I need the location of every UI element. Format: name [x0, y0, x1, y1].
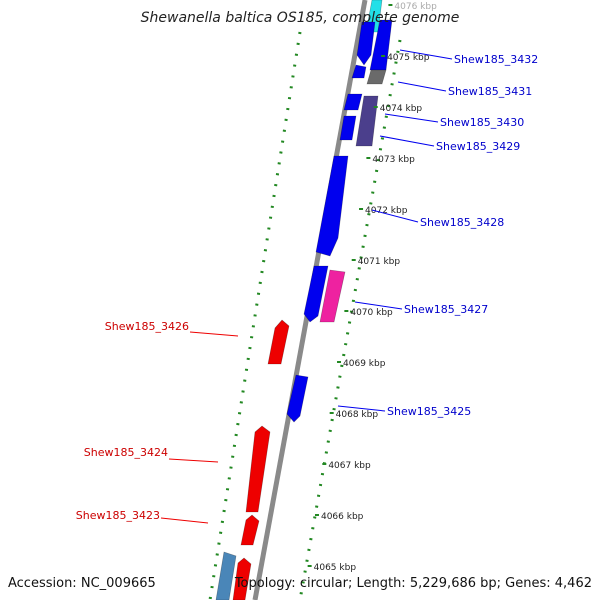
gene-arrow-gray [366, 69, 387, 85]
kbp-tick-label: 4068 kbp [336, 410, 379, 420]
leader-line [379, 135, 435, 147]
kbp-tick-label: 4069 kbp [343, 359, 386, 369]
gene-label-text: Shew185_3425 [387, 405, 471, 418]
gene-label-text: Shew185_3432 [454, 53, 538, 66]
accession-footer: Accession: NC_009665 [8, 576, 156, 591]
leader-line [397, 81, 447, 92]
gene-arrow-3431 [343, 93, 363, 111]
genes [215, 0, 393, 600]
accession-label: Accession: [8, 576, 77, 591]
leader-line [399, 49, 453, 60]
leader-line [160, 517, 209, 524]
kbp-tick: 4074 kbp [373, 104, 423, 114]
gene-label-text: Shew185_3423 [76, 509, 160, 522]
kbp-ticks: 4076 kbp 4075 kbp 4074 kbp 4073 kbp 4072 kbp… [307, 2, 437, 573]
kbp-tick-label: 4074 kbp [380, 104, 423, 114]
reverse-gene-label: Shew185_3426 [105, 320, 239, 337]
gene-arrow-red-bottom [232, 557, 252, 600]
gene-arrow-3428 [315, 155, 349, 257]
gene-arrow-steelblue [215, 551, 237, 600]
kbp-tick: 4070 kbp [344, 308, 393, 318]
gene-arrow-3430 [355, 95, 379, 147]
kbp-tick: 4067 kbp [322, 461, 371, 471]
forward-gene-label: Shew185_3425 [337, 405, 471, 418]
gene-arrow-3423 [240, 514, 260, 546]
kbp-tick-label: 4073 kbp [372, 155, 415, 165]
forward-gene-label: Shew185_3428 [371, 209, 504, 229]
forward-gene-label: Shew185_3430 [384, 113, 524, 129]
outer-dotted-line [298, 39, 402, 600]
gene-label-text: Shew185_3424 [84, 446, 168, 459]
kbp-tick: 4072 kbp [359, 206, 408, 216]
length-label: Length: [356, 576, 406, 591]
length-value: 5,229,686 bp [409, 576, 497, 591]
kbp-tick-label: 4070 kbp [350, 308, 393, 318]
gene-label-text: Shew185_3428 [420, 216, 504, 229]
gene-arrow-3425 [286, 374, 309, 423]
gene-label-text: Shew185_3427 [404, 303, 488, 316]
inner-dotted-line [208, 31, 302, 600]
kbp-tick-label: 4071 kbp [358, 257, 401, 267]
genes-value: 4,462 [554, 576, 592, 591]
kbp-tick-label: 4067 kbp [328, 461, 371, 471]
kbp-tick: 4069 kbp [337, 359, 386, 369]
gene-label-text: Shew185_3429 [436, 140, 520, 153]
reverse-gene-label: Shew185_3424 [84, 446, 219, 463]
topology-value: circular [299, 576, 348, 591]
kbp-tick: 4071 kbp [351, 257, 401, 267]
leader-line [384, 113, 439, 123]
kbp-tick: 4076 kbp [388, 2, 437, 12]
accession-value: NC_009665 [80, 576, 156, 591]
gene-label-text: Shew185_3431 [448, 85, 532, 98]
kbp-tick-label: 4066 kbp [321, 512, 364, 522]
forward-gene-label: Shew185_3429 [379, 135, 520, 153]
dotted-guides [208, 31, 402, 600]
gene-labels: Shew185_3432 Shew185_3431 Shew185_3430 Shew… [76, 49, 538, 524]
forward-gene-label: Shew185_3427 [354, 301, 488, 316]
leader-line [371, 209, 419, 223]
genome-title: Shewanella baltica OS185, complete genom… [140, 10, 460, 26]
gene-label-text: Shew185_3426 [105, 320, 189, 333]
leader-line [189, 331, 239, 337]
kbp-tick-label: 4072 kbp [365, 206, 408, 216]
gene-arrow-pink [319, 269, 346, 323]
leader-line [337, 405, 386, 412]
leader-line [168, 458, 219, 463]
reverse-gene-label: Shew185_3423 [76, 509, 209, 524]
gene-arrow-3427 [303, 265, 329, 323]
kbp-tick-label: 4076 kbp [394, 2, 437, 12]
leader-line [354, 301, 403, 310]
kbp-tick-label: 4065 kbp [314, 563, 357, 573]
gene-arrow-3424 [245, 425, 271, 513]
gene-label-text: Shew185_3430 [440, 116, 524, 129]
gene-arrow-3432a [356, 21, 376, 66]
kbp-tick: 4068 kbp [329, 410, 379, 420]
kbp-tick-label: 4075 kbp [387, 53, 430, 63]
kbp-tick: 4075 kbp [381, 53, 430, 63]
gene-arrow-3429 [339, 115, 357, 141]
kbp-tick: 4066 kbp [314, 512, 364, 522]
topology-label: Topology: [234, 576, 296, 591]
gene-arrow-3426 [267, 319, 290, 365]
genes-label: Genes: [505, 576, 551, 591]
forward-gene-label: Shew185_3432 [399, 49, 538, 66]
kbp-tick: 4073 kbp [366, 155, 415, 165]
gene-arrow-3432b [351, 64, 367, 79]
genome-stats-footer: Topology: circular; Length: 5,229,686 bp… [234, 576, 592, 591]
kbp-tick: 4065 kbp [307, 563, 357, 573]
forward-gene-label: Shew185_3431 [397, 81, 532, 98]
